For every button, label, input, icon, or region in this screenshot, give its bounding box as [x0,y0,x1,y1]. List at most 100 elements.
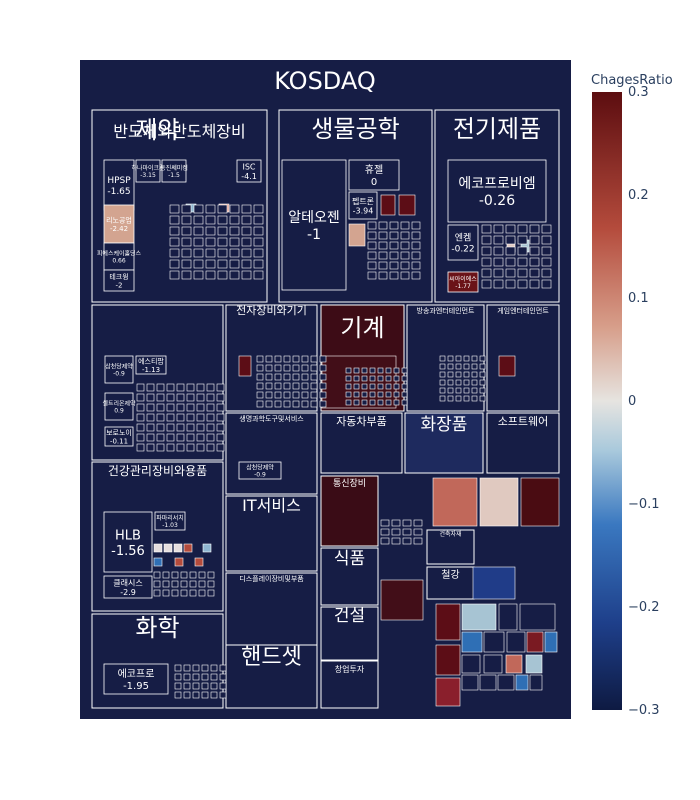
stock-tile [393,391,400,398]
stock-tile [201,682,209,690]
stock-tile [217,226,228,236]
stock-tile [439,387,446,394]
stock-name: ISC [242,162,255,171]
stock-tile [169,270,180,280]
stock-tile [483,654,503,674]
stock-tile [206,433,215,442]
stock-tile [529,268,540,278]
stock-tile [517,279,528,289]
stock-tile [166,403,175,412]
stock-tile [219,673,227,681]
colorbar-tick-label: −0.3 [628,703,660,718]
stock-tile [256,355,264,363]
stock-tile [435,603,461,641]
stock-tile [181,215,192,225]
stock-tile [439,379,446,386]
sector-label: 화장품 [421,415,468,435]
stock-change: -1.65 [107,187,130,197]
stock-tile [186,443,195,452]
stock-tile [541,224,552,234]
stock-tile [136,433,145,442]
stock-tile [174,664,182,672]
stock-tile [104,426,134,447]
stock-tile [186,413,195,422]
stock-tile [156,393,165,402]
stock-tile [256,364,264,372]
stock-tile [206,423,215,432]
stock-tile [205,237,216,247]
stock-tile [216,403,225,412]
stock-name: 에코프로비엠 [458,176,535,192]
stock-tile [229,259,240,269]
stock-tile [529,674,543,691]
stock-name: 휴젤 [365,164,383,176]
stock-name: 클래시스 [113,578,142,587]
stock-tile [378,271,388,280]
stock-tile [471,379,478,386]
stock-tile [153,589,161,597]
stock-tile [401,383,408,390]
stock-tile [401,375,408,382]
stock-change: -2.9 [120,588,136,597]
stock-tile [241,226,252,236]
stock-tile [400,251,410,260]
stock-tile [361,383,368,390]
stock-tile [447,371,454,378]
sector-label: 생물공학 [311,115,399,143]
stock-tile [439,363,446,370]
stock-tile [181,226,192,236]
stock-tile [103,159,135,211]
stock-tile [455,371,462,378]
stock-tile [525,654,543,674]
sector-label: 게임엔터테인먼트 [497,306,549,315]
stock-tile [345,367,352,374]
stock-tile [380,528,390,536]
stock-tile [301,355,309,363]
stock-change: -0.9 [113,371,125,378]
sector-tile [320,606,379,661]
stock-tile [253,259,264,269]
stock-tile [207,589,215,597]
stock-tile [196,413,205,422]
stock-tile [505,224,516,234]
sector-label: 화학 [135,614,179,642]
stock-tile [411,231,421,240]
sector-tile [404,412,484,474]
stock-tile [104,392,134,421]
stock-tile [361,375,368,382]
stock-tile [193,237,204,247]
stock-tile [176,403,185,412]
stock-tile [353,399,360,406]
stock-change: -0.22 [451,245,474,255]
stock-tile [265,364,273,372]
stock-tile [103,663,169,695]
stock-tile [439,371,446,378]
stock-tile [198,580,206,588]
stock-tile [238,461,282,480]
stock-tile [206,403,215,412]
stock-tile [176,423,185,432]
stock-tile [153,571,161,579]
stock-change: -1.03 [162,522,178,529]
stock-tile [481,246,492,256]
stock-tile [389,221,399,230]
stock-tile [146,443,155,452]
stock-tile [345,391,352,398]
stock-tile [205,215,216,225]
stock-tile [413,537,423,545]
stock-tile [210,664,218,672]
stock-tile [377,367,384,374]
stock-change: -1 [307,227,321,243]
stock-tile [174,691,182,699]
stock-tile [216,393,225,402]
stock-tile [481,257,492,267]
stock-tile [241,248,252,258]
stock-change: -2 [116,282,123,290]
stock-tile [378,251,388,260]
stock-tile [162,589,170,597]
stock-tile [146,413,155,422]
stock-tile [206,413,215,422]
stock-tile [196,423,205,432]
stock-tile [380,537,390,545]
